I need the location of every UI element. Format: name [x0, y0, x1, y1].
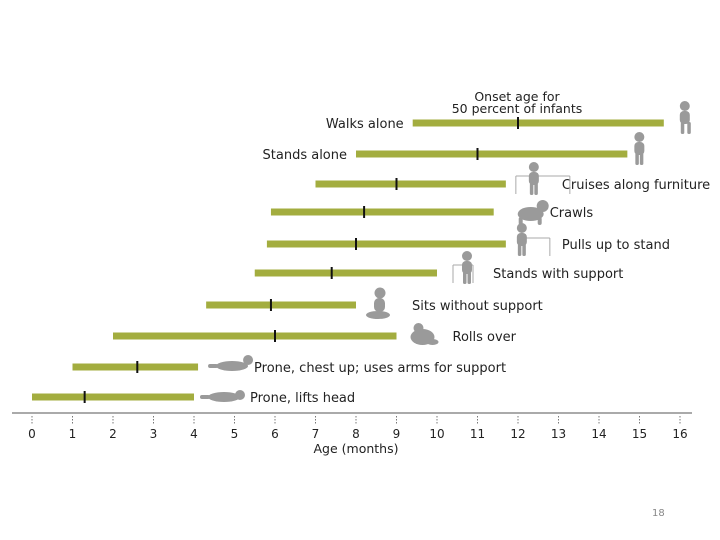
x-tick-label: 10	[429, 427, 444, 441]
x-tick-label: 6	[271, 427, 279, 441]
x-tick-label: 4	[190, 427, 198, 441]
x-tick-label: 11	[470, 427, 485, 441]
x-axis-label: Age (months)	[314, 441, 399, 456]
x-tick-label: 7	[312, 427, 320, 441]
milestone-label: Rolls over	[453, 330, 517, 345]
milestone-label: Pulls up to stand	[562, 238, 670, 253]
walking-baby-icon	[679, 101, 691, 134]
supported-standing-baby-icon	[462, 251, 472, 284]
prone-chest-up-baby-icon	[208, 355, 254, 371]
milestone-bar	[356, 150, 628, 158]
x-tick-label: 12	[510, 427, 525, 441]
legend-line: Onset age for	[474, 89, 560, 104]
x-tick-label: 16	[672, 427, 687, 441]
milestone-bar	[113, 332, 397, 340]
page-number: 18	[652, 508, 665, 519]
x-tick-label: 9	[393, 427, 401, 441]
crawling-baby-icon	[517, 200, 549, 225]
milestone-label: Cruises along furniture	[562, 178, 710, 193]
x-tick-label: 15	[632, 427, 647, 441]
cruising-furniture-icon	[515, 175, 571, 194]
milestone-label: Walks alone	[326, 117, 404, 132]
x-tick-label: 0	[28, 427, 36, 441]
milestone-label: Stands with support	[493, 267, 623, 282]
milestone-bar	[72, 363, 199, 371]
rolling-baby-icon	[410, 323, 439, 345]
milestone-bar	[32, 393, 194, 401]
legend-label: Onset age for 50 percent of infants	[452, 89, 583, 116]
milestone-label: Prone, chest up; uses arms for support	[254, 361, 506, 376]
pulling-up-baby-icon	[516, 223, 527, 256]
x-tick-label: 13	[551, 427, 566, 441]
milestone-bar	[206, 301, 356, 309]
x-tick-label: 8	[352, 427, 360, 441]
milestone-label: Crawls	[550, 206, 594, 221]
cruising-baby-icon	[528, 162, 539, 195]
x-tick-label: 3	[150, 427, 158, 441]
milestone-bar	[315, 180, 506, 188]
x-tick-label: 5	[231, 427, 239, 441]
x-tick-label: 14	[591, 427, 606, 441]
milestone-label: Stands alone	[263, 148, 347, 163]
milestone-label: Prone, lifts head	[250, 391, 355, 406]
prone-baby-icon	[200, 390, 245, 402]
standing-baby-icon	[634, 132, 645, 165]
milestone-bar	[270, 208, 494, 216]
x-tick-label: 2	[109, 427, 117, 441]
milestone-bar	[266, 240, 506, 248]
sitting-baby-icon	[366, 287, 390, 319]
x-tick-label: 1	[69, 427, 77, 441]
milestone-label: Sits without support	[412, 299, 543, 314]
milestone-bar	[254, 269, 437, 277]
milestone-bar	[412, 119, 664, 127]
pulling-up-furniture-icon	[523, 237, 551, 256]
legend-line: 50 percent of infants	[452, 101, 583, 116]
